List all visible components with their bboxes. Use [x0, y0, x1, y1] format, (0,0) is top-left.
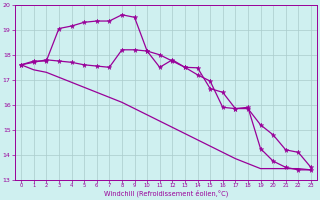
X-axis label: Windchill (Refroidissement éolien,°C): Windchill (Refroidissement éolien,°C): [104, 190, 228, 197]
